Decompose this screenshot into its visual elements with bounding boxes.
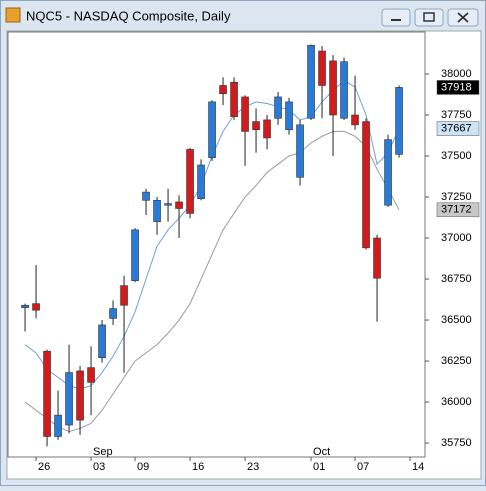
candle-body (296, 124, 304, 178)
candle-body (164, 203, 172, 206)
x-tick-label: 09 (137, 461, 149, 473)
candle-body (219, 85, 227, 94)
candle-body (395, 87, 403, 155)
candle-body (351, 114, 359, 126)
close-icon (457, 12, 469, 23)
x-tick-label: 01 (313, 461, 325, 473)
price-marker (436, 121, 480, 136)
x-tick-label: 07 (357, 461, 369, 473)
y-tick-label: 37500 (441, 150, 472, 162)
y-tick-label: 36000 (441, 396, 472, 408)
y-tick-label: 37750 (441, 109, 472, 121)
plot-layer: 35750 36000 36250 36500 36750 37000 37250 37500… (21, 44, 480, 473)
candle-body (109, 308, 117, 319)
y-tick-label: 35750 (441, 437, 472, 449)
candle-body (274, 96, 282, 119)
y-tick-label: 37000 (441, 232, 472, 244)
y-tick-label: 36250 (441, 355, 472, 367)
candle-body (175, 201, 183, 209)
candle-body (329, 60, 337, 116)
month-label: Oct (313, 446, 330, 458)
price-marker (436, 202, 480, 218)
candle-body (197, 164, 205, 199)
candle-body (340, 61, 348, 119)
x-tick-label: 23 (247, 461, 259, 473)
y-tick-label: 36750 (441, 273, 472, 285)
window-title: NQC5 - NASDAQ Composite, Daily (26, 8, 231, 23)
price-marker-label: 37172 (441, 204, 472, 216)
candle-body (32, 303, 40, 311)
window-buttons[interactable] (381, 8, 479, 27)
candle-body (362, 121, 370, 249)
window-icon (5, 7, 21, 23)
candle-body (186, 149, 194, 214)
month-label: Sep (93, 446, 113, 458)
x-tick-label: 26 (38, 461, 50, 473)
x-tick-label: 14 (412, 461, 424, 473)
candle-body (208, 101, 216, 158)
minimize-button[interactable] (381, 8, 411, 27)
candle-body (252, 121, 260, 131)
price-marker (436, 80, 480, 95)
y-tick-label: 38000 (441, 68, 472, 80)
candle-body (142, 191, 150, 201)
candle-body (241, 96, 249, 132)
candle-body (65, 372, 73, 426)
maximize-icon (423, 12, 435, 22)
candle-body (76, 370, 84, 421)
candle-body (131, 229, 139, 281)
y-tick-label: 37250 (441, 191, 472, 203)
candle-body (263, 119, 271, 139)
candle-body (373, 237, 381, 279)
maximize-button[interactable] (414, 8, 444, 27)
candle-body (285, 101, 293, 131)
y-tick-label: 36500 (441, 314, 472, 326)
moving-average-line (24, 130, 400, 433)
price-marker-label: 37918 (441, 81, 472, 93)
candle-body (153, 199, 161, 222)
candle-body (318, 50, 326, 86)
candle-body (43, 350, 51, 437)
candle-body (230, 81, 238, 117)
candle-body (21, 304, 29, 309)
candle-body (120, 285, 128, 306)
candle-body (307, 44, 315, 119)
candle-body (384, 139, 392, 206)
candle-body (87, 367, 95, 383)
candle-body (54, 414, 62, 437)
price-marker-label: 37667 (441, 123, 472, 135)
x-tick-label: 03 (93, 461, 105, 473)
x-tick-label: 16 (192, 461, 204, 473)
candle-body (98, 324, 106, 359)
